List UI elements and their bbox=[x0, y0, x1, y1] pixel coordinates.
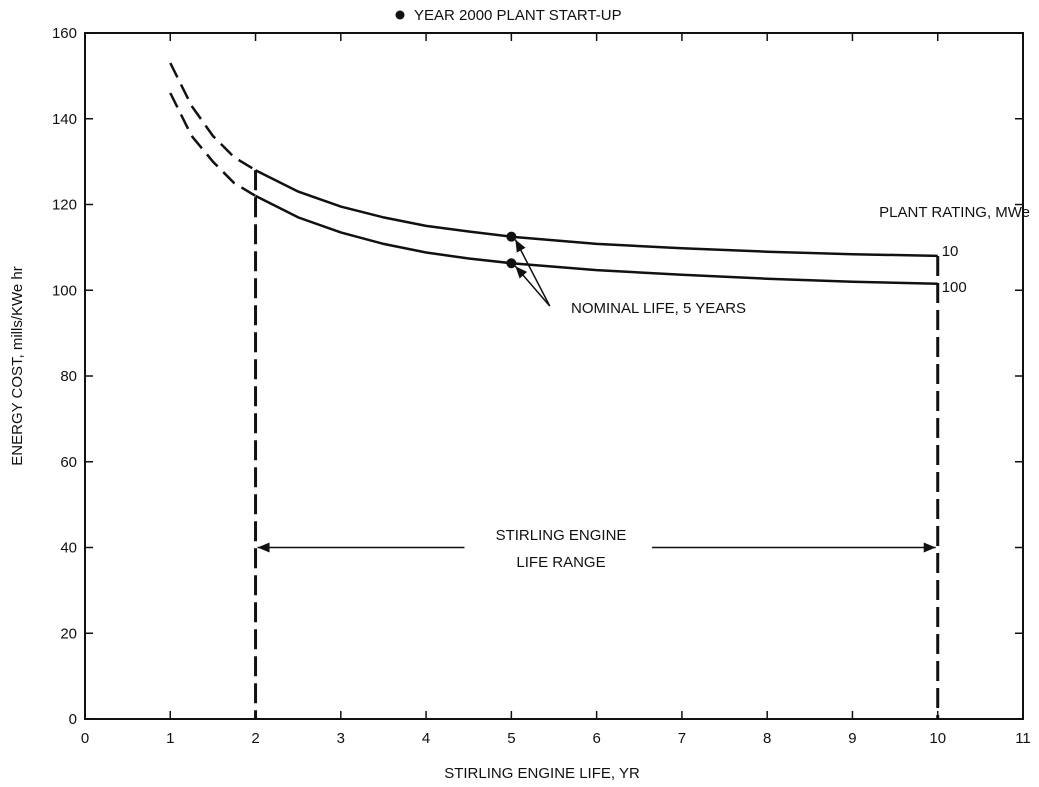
x-tick-label: 8 bbox=[763, 730, 771, 747]
nominal-leader-arrowhead bbox=[515, 239, 526, 253]
life-range-arrowhead-right bbox=[923, 542, 936, 553]
nominal-leader-arrowhead bbox=[515, 266, 528, 279]
x-tick-label: 5 bbox=[507, 730, 515, 747]
series-10-label: 10 bbox=[942, 243, 959, 260]
nominal-life-label: NOMINAL LIFE, 5 YEARS bbox=[571, 300, 746, 317]
y-tick-label: 0 bbox=[69, 711, 77, 728]
legend-title: PLANT RATING, MWe bbox=[879, 204, 1030, 221]
series-layer: 10 100 bbox=[169, 62, 967, 307]
life-range-label-line2: LIFE RANGE bbox=[516, 554, 605, 571]
x-axis-ticks: 0 1 2 3 4 5 6 7 8 9 10 11 bbox=[81, 33, 1031, 747]
series-100-label: 100 bbox=[942, 279, 967, 296]
legend-marker-dot bbox=[395, 10, 405, 20]
x-tick-label: 9 bbox=[848, 730, 856, 747]
y-tick-label: 140 bbox=[52, 111, 77, 128]
x-tick-label: 6 bbox=[592, 730, 600, 747]
x-tick-label: 7 bbox=[678, 730, 686, 747]
y-tick-label: 120 bbox=[52, 197, 77, 214]
x-tick-label: 10 bbox=[929, 730, 946, 747]
chart-title: YEAR 2000 PLANT START-UP bbox=[414, 7, 622, 24]
x-axis-label: STIRLING ENGINE LIFE, YR bbox=[444, 765, 640, 782]
x-tick-label: 4 bbox=[422, 730, 430, 747]
series-10-line bbox=[254, 169, 938, 258]
x-tick-label: 1 bbox=[166, 730, 174, 747]
life-range-group bbox=[254, 170, 940, 719]
life-range-label-line1: STIRLING ENGINE bbox=[496, 527, 627, 544]
nominal-leader-line bbox=[514, 239, 551, 307]
y-tick-label: 20 bbox=[60, 625, 77, 642]
series-100-dashed-segment bbox=[169, 92, 257, 197]
legend: YEAR 2000 PLANT START-UP bbox=[395, 7, 622, 24]
x-tick-label: 0 bbox=[81, 730, 89, 747]
series-10-dashed-segment bbox=[169, 62, 257, 172]
y-tick-label: 40 bbox=[60, 540, 77, 557]
life-range-arrowhead-left bbox=[257, 542, 270, 553]
x-tick-label: 11 bbox=[1015, 730, 1031, 747]
y-axis-ticks: 0 20 40 60 80 100 120 140 160 bbox=[52, 25, 1023, 728]
nominal-point-marker bbox=[506, 231, 517, 242]
x-tick-label: 3 bbox=[337, 730, 345, 747]
y-tick-label: 60 bbox=[60, 454, 77, 471]
y-tick-label: 80 bbox=[60, 368, 77, 385]
nominal-point-marker bbox=[506, 258, 517, 269]
x-tick-label: 2 bbox=[251, 730, 259, 747]
y-tick-label: 100 bbox=[52, 282, 77, 299]
series-100-line bbox=[254, 194, 938, 286]
y-tick-label: 160 bbox=[52, 25, 77, 42]
plot-frame bbox=[84, 32, 1024, 720]
y-axis-label: ENERGY COST, mills/KWe hr bbox=[9, 266, 26, 465]
